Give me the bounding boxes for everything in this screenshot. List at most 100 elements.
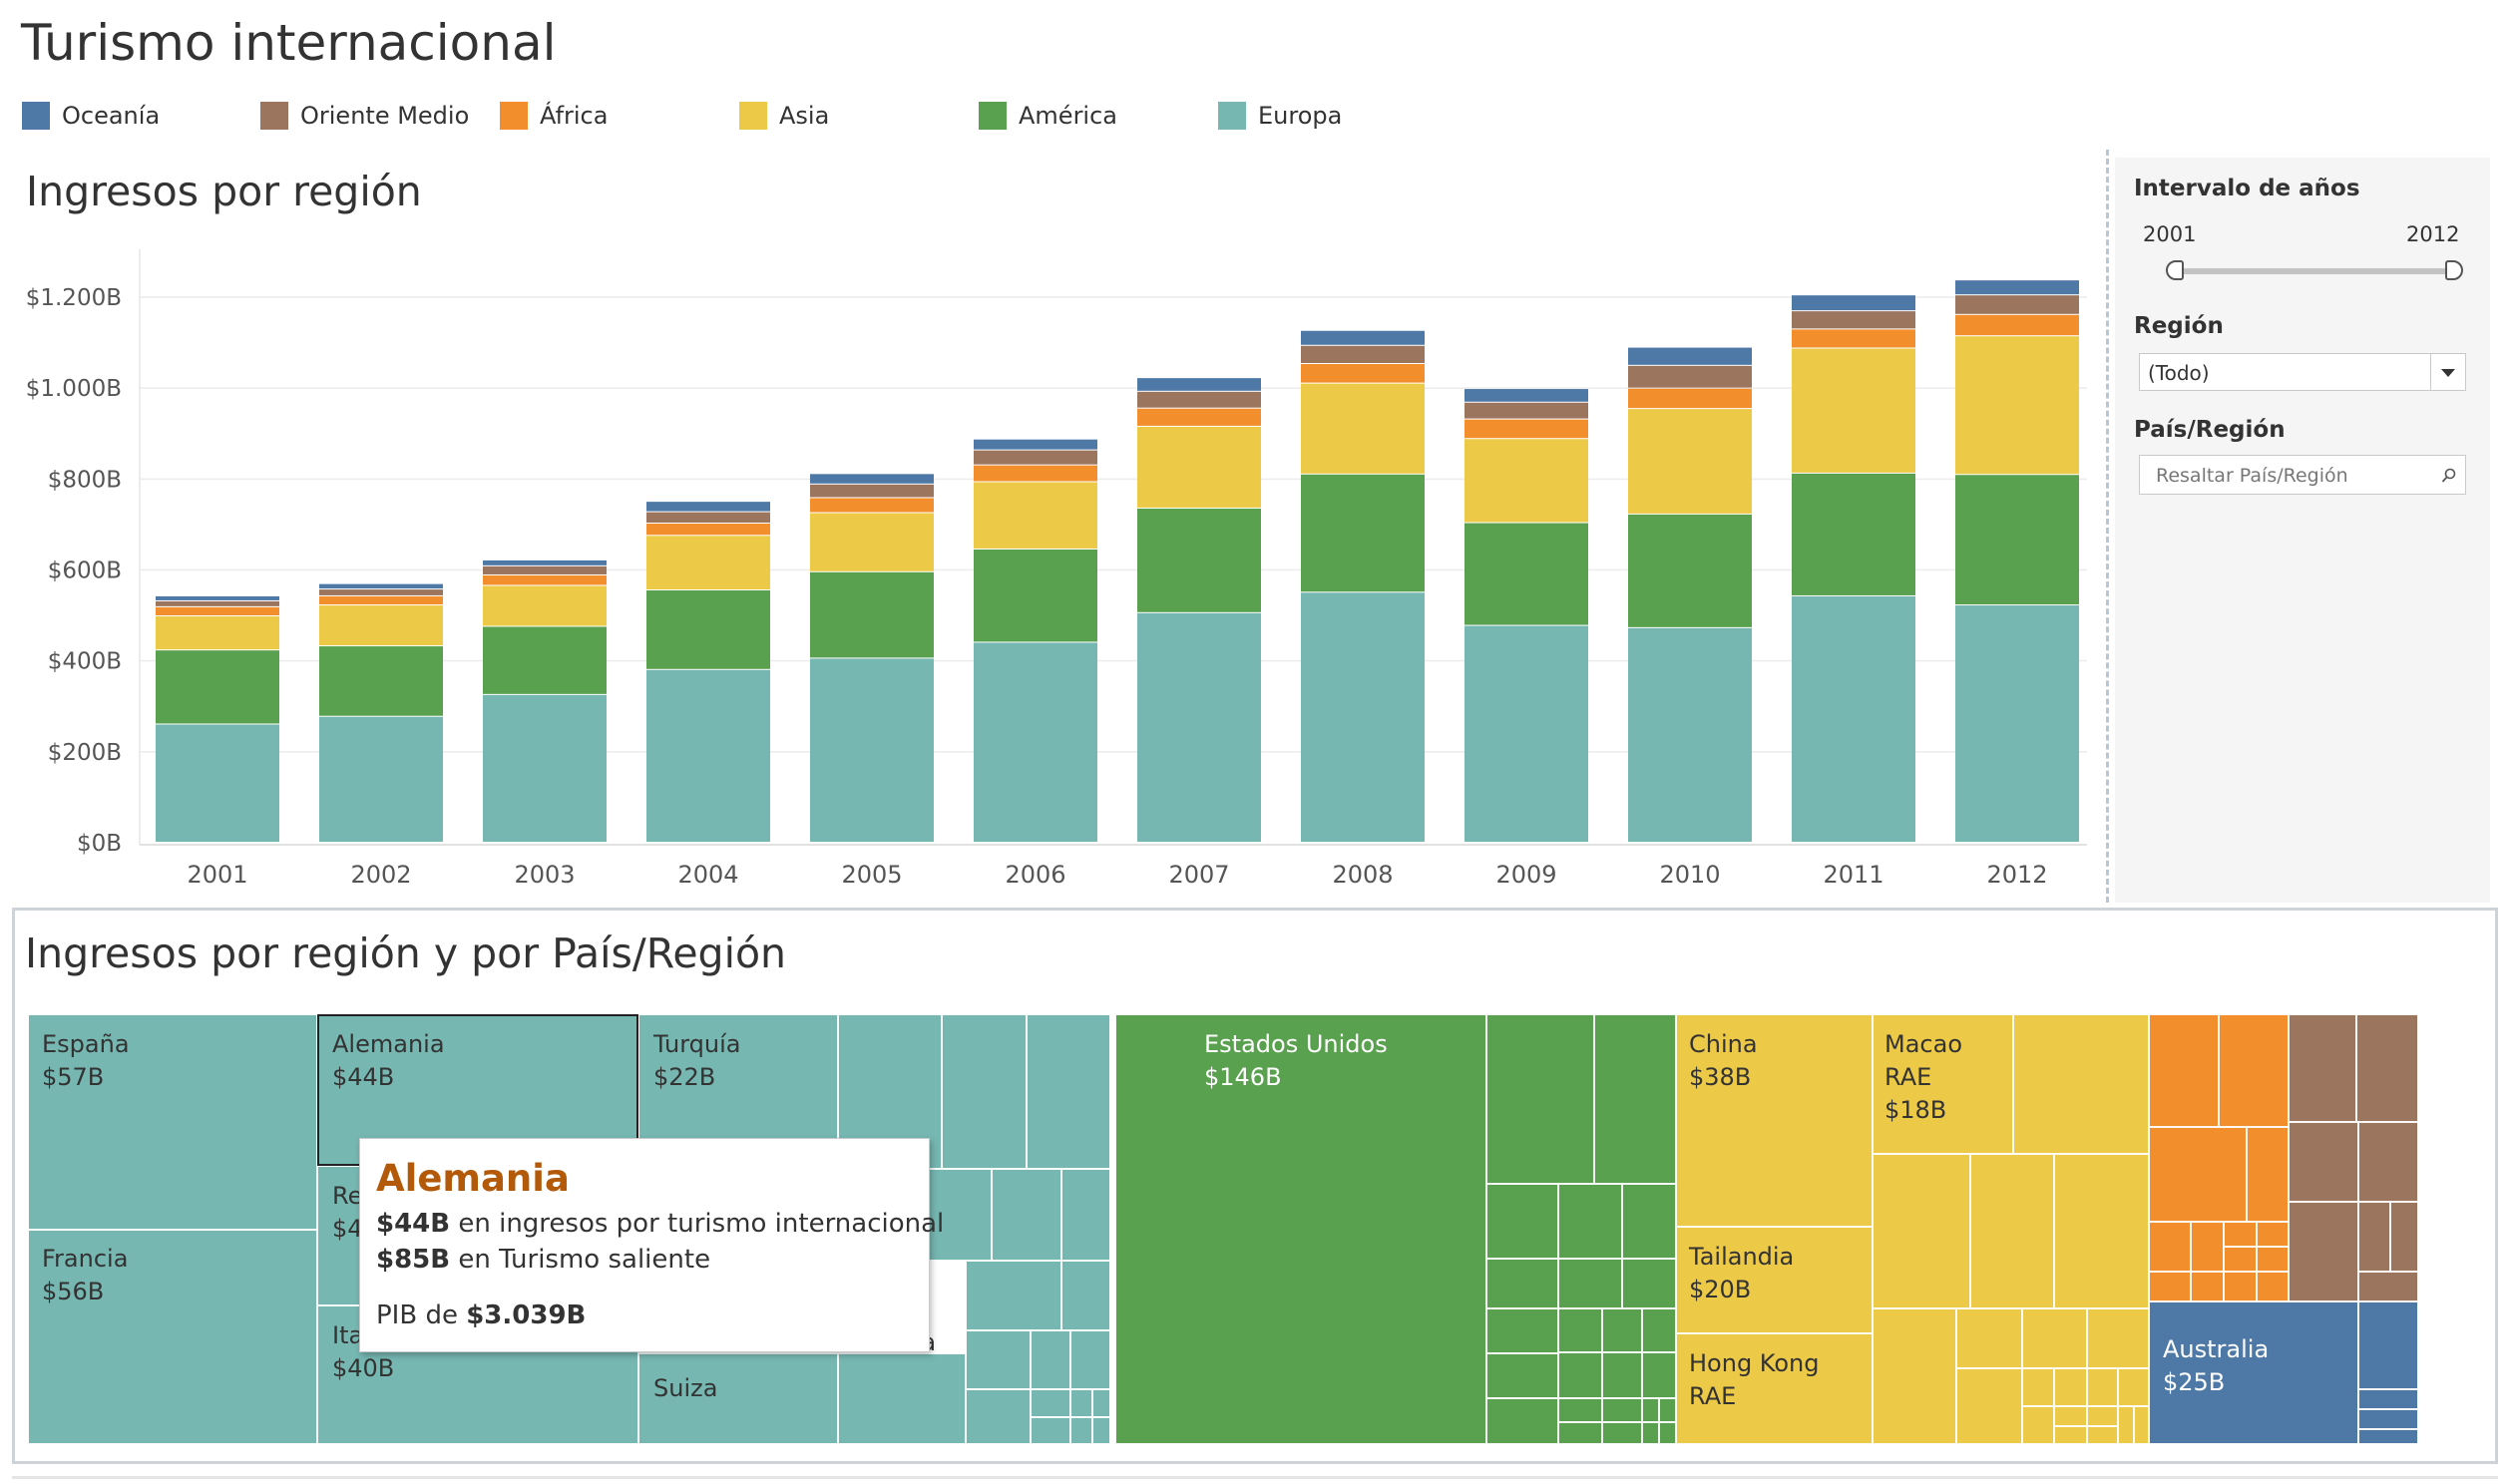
stacked-bar-chart[interactable]: $0B $200B $400B $600B $800B $1.000B $1.200B 200… (0, 229, 2100, 908)
treemap-cell[interactable] (1558, 1352, 1602, 1398)
treemap-cell[interactable] (1558, 1259, 1622, 1308)
bar-segment[interactable] (1301, 364, 1425, 383)
bar-segment[interactable] (1137, 391, 1261, 408)
treemap-cell[interactable] (838, 1353, 966, 1444)
bar-segment[interactable] (810, 658, 934, 842)
treemap-cell[interactable] (1558, 1398, 1602, 1422)
treemap-cell[interactable] (1070, 1417, 1092, 1444)
treemap-cell[interactable] (2358, 1429, 2418, 1444)
treemap-cell[interactable] (2149, 1127, 2247, 1222)
bar-segment[interactable] (1955, 605, 2079, 842)
year-range-slider[interactable] (2174, 268, 2453, 274)
bar-segment[interactable] (810, 498, 934, 513)
treemap-cell[interactable] (2358, 1122, 2418, 1202)
treemap-cell[interactable] (1956, 1368, 2022, 1444)
bar-segment[interactable] (646, 590, 770, 669)
treemap-cell[interactable] (2224, 1247, 2257, 1272)
treemap-cell[interactable] (2224, 1272, 2257, 1301)
treemap-cell[interactable] (1027, 1014, 1110, 1169)
bar-segment[interactable] (483, 585, 607, 626)
bar-segment[interactable] (1464, 402, 1588, 419)
treemap-cell[interactable] (1558, 1422, 1602, 1444)
treemap-cell[interactable] (1061, 1261, 1110, 1330)
treemap-cell[interactable] (2358, 1409, 2418, 1429)
bar-segment[interactable] (1464, 523, 1588, 625)
bar-segment[interactable] (156, 724, 279, 842)
treemap-cell-china[interactable] (1676, 1014, 1873, 1227)
treemap-cell[interactable] (1642, 1398, 1659, 1422)
treemap-cell[interactable] (1558, 1184, 1622, 1259)
legend-item-europa[interactable]: Europa (1218, 102, 1342, 130)
legend-item-oriente-medio[interactable]: Oriente Medio (260, 102, 469, 130)
treemap-cell[interactable] (2087, 1308, 2149, 1368)
region-dropdown[interactable]: (Todo) (2139, 353, 2466, 391)
treemap-cell[interactable] (1970, 1154, 2054, 1308)
treemap-cell-macao[interactable] (1873, 1014, 2013, 1154)
bar-segment[interactable] (1792, 311, 1915, 329)
treemap-cell[interactable] (2022, 1406, 2054, 1444)
bar-segment[interactable] (646, 669, 770, 842)
treemap-cell[interactable] (2191, 1272, 2224, 1301)
bar-segment[interactable] (1792, 595, 1915, 842)
bar-segment[interactable] (1792, 295, 1915, 311)
bar-segment[interactable] (1955, 314, 2079, 336)
treemap-cell[interactable] (1642, 1422, 1659, 1444)
bar-segment[interactable] (1955, 475, 2079, 605)
treemap-cell-francia[interactable] (28, 1230, 317, 1444)
bar-segment[interactable] (810, 484, 934, 498)
treemap-cell[interactable] (2358, 1301, 2418, 1389)
bar-segment[interactable] (1955, 280, 2079, 295)
treemap-cell[interactable] (1622, 1184, 1676, 1259)
bar-segment[interactable] (483, 574, 607, 585)
bar-segment[interactable] (646, 512, 770, 524)
treemap-cell[interactable] (2289, 1122, 2358, 1202)
treemap-cell[interactable] (1486, 1308, 1558, 1353)
bar-segment[interactable] (1137, 408, 1261, 426)
treemap-cell[interactable] (2257, 1272, 2289, 1301)
treemap-cell[interactable] (2390, 1202, 2418, 1272)
treemap-cell[interactable] (1642, 1308, 1676, 1352)
treemap-cell[interactable] (1031, 1389, 1070, 1417)
treemap-cell[interactable] (2247, 1127, 2289, 1222)
bar-segment[interactable] (646, 502, 770, 512)
bar-segment[interactable] (319, 646, 443, 716)
treemap-cell[interactable] (2356, 1014, 2418, 1122)
treemap-cell[interactable] (992, 1169, 1061, 1261)
bar-segment[interactable] (974, 482, 1097, 549)
treemap-cell[interactable] (2054, 1368, 2087, 1406)
treemap-cell[interactable] (2149, 1272, 2191, 1301)
treemap-cell[interactable] (966, 1261, 1061, 1330)
bar-segment[interactable] (974, 642, 1097, 842)
treemap-cell[interactable] (942, 1014, 1027, 1169)
legend-item-oceania[interactable]: Oceanía (22, 102, 160, 130)
bar-segment[interactable] (319, 583, 443, 589)
treemap-cell-hong-kong[interactable] (1676, 1333, 1873, 1444)
treemap-cell[interactable] (2191, 1222, 2224, 1272)
bar-segment[interactable] (1464, 389, 1588, 402)
treemap-cell[interactable] (1622, 1259, 1676, 1308)
treemap-cell[interactable] (2358, 1389, 2418, 1409)
treemap-cell[interactable] (1873, 1154, 1970, 1308)
bar-segment[interactable] (1792, 329, 1915, 348)
treemap-cell[interactable] (2054, 1406, 2087, 1426)
treemap-cell[interactable] (2118, 1406, 2134, 1444)
treemap-cell[interactable] (2022, 1308, 2087, 1368)
treemap-cell[interactable] (1070, 1389, 1092, 1417)
bar-segment[interactable] (1792, 348, 1915, 473)
treemap-cell[interactable] (2289, 1202, 2358, 1301)
treemap-cell[interactable] (2219, 1014, 2289, 1127)
bar-segment[interactable] (810, 571, 934, 658)
treemap-cell-espana[interactable] (28, 1014, 317, 1230)
treemap-cell-estados-unidos[interactable] (1115, 1014, 1486, 1444)
bar-segment[interactable] (319, 589, 443, 595)
bar-segment[interactable] (646, 524, 770, 536)
chevron-down-icon[interactable] (2430, 354, 2465, 390)
legend-item-america[interactable]: América (979, 102, 1117, 130)
country-highlight-search[interactable]: Resaltar País/Región (2139, 455, 2466, 495)
treemap-cell[interactable] (1956, 1308, 2022, 1368)
treemap-cell[interactable] (2257, 1222, 2289, 1247)
treemap-cell[interactable] (2289, 1014, 2356, 1122)
treemap-cell[interactable] (2118, 1368, 2149, 1406)
bar-segment[interactable] (1628, 347, 1752, 365)
treemap-cell[interactable] (2054, 1426, 2087, 1444)
